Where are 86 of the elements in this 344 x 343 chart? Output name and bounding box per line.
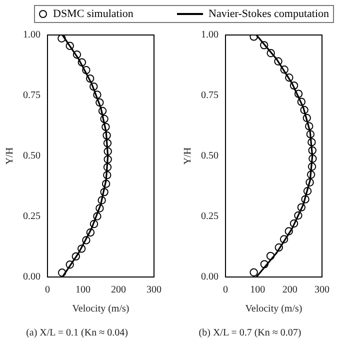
point — [308, 138, 316, 146]
x-tick-label: 300 — [314, 284, 330, 296]
point — [93, 212, 102, 220]
point — [290, 219, 298, 228]
point — [86, 228, 95, 237]
legend-label: DSMC simulation — [53, 8, 134, 20]
point — [78, 58, 86, 66]
x-tick-label: 200 — [282, 284, 298, 296]
point — [308, 162, 316, 171]
point — [96, 98, 104, 107]
point — [308, 146, 316, 155]
point — [302, 114, 311, 122]
point — [250, 35, 258, 41]
y-tick-label: 0.50 — [201, 150, 218, 162]
y-tick-label: 0.00 — [201, 272, 218, 283]
x-tick-label: 100 — [250, 284, 266, 296]
point — [306, 130, 315, 138]
point — [285, 73, 294, 82]
x-tick-label: 0 — [45, 284, 50, 296]
x-axis-title: Velocity (m/s) — [245, 304, 302, 315]
point — [266, 49, 275, 58]
point — [103, 171, 112, 180]
point — [72, 50, 82, 59]
point — [300, 106, 308, 114]
point — [82, 66, 90, 74]
x-axis-title: Velocity (m/s) — [72, 304, 130, 315]
y-tick-label: 0.50 — [23, 150, 40, 162]
text: (a) X/L = 0.1 (Kn ≈ 0.04) — [26, 328, 128, 339]
point — [280, 235, 288, 244]
point — [294, 90, 303, 98]
y-tick-label: 0.75 — [23, 90, 40, 102]
y-tick-label: 0.75 — [201, 90, 218, 102]
point — [305, 122, 314, 130]
point — [96, 204, 104, 212]
point — [260, 260, 269, 268]
point — [280, 66, 288, 74]
legend-label: Navier-Stokes computation — [208, 8, 329, 20]
point — [93, 90, 102, 99]
point — [308, 154, 317, 163]
point — [306, 178, 314, 186]
point — [266, 252, 275, 260]
point — [66, 260, 74, 269]
point — [301, 195, 310, 204]
point — [274, 57, 282, 66]
point — [100, 114, 108, 124]
point — [260, 41, 268, 50]
point — [82, 236, 90, 244]
y-tick-label: 0.00 — [23, 272, 40, 283]
y-tick-label: 0.25 — [201, 211, 218, 222]
point — [58, 268, 66, 277]
x-tick-label: 100 — [76, 284, 90, 296]
y-tick-label: 1.00 — [23, 30, 40, 41]
point — [297, 203, 306, 212]
point — [294, 211, 302, 220]
point — [104, 147, 112, 156]
point — [102, 122, 110, 132]
point — [58, 35, 66, 42]
point — [104, 155, 112, 164]
point — [103, 139, 112, 148]
x-tick-label: 300 — [146, 284, 162, 296]
point — [98, 106, 107, 116]
point — [274, 243, 283, 252]
point — [103, 163, 112, 172]
point — [72, 252, 80, 261]
point — [102, 180, 110, 188]
point — [77, 244, 86, 253]
point — [284, 227, 293, 236]
y-tick-label: 1.00 — [201, 30, 218, 41]
point — [306, 170, 316, 179]
point — [290, 81, 298, 90]
text: (b) X/L = 0.7 (Kn ≈ 0.07) — [198, 328, 302, 339]
x-tick-label: 200 — [111, 284, 126, 296]
y-tick-label: 0.25 — [23, 211, 40, 222]
point — [86, 74, 94, 83]
point — [66, 42, 74, 50]
y-axis-title: Y/H — [182, 147, 194, 165]
point — [100, 188, 108, 196]
point — [98, 196, 106, 204]
point — [303, 186, 312, 196]
point — [102, 131, 111, 140]
point — [250, 268, 258, 276]
x-tick-label: 0 — [223, 284, 228, 296]
point — [90, 82, 98, 91]
point — [297, 98, 306, 106]
point — [90, 220, 98, 228]
y-axis-title: Y/H — [4, 147, 16, 165]
